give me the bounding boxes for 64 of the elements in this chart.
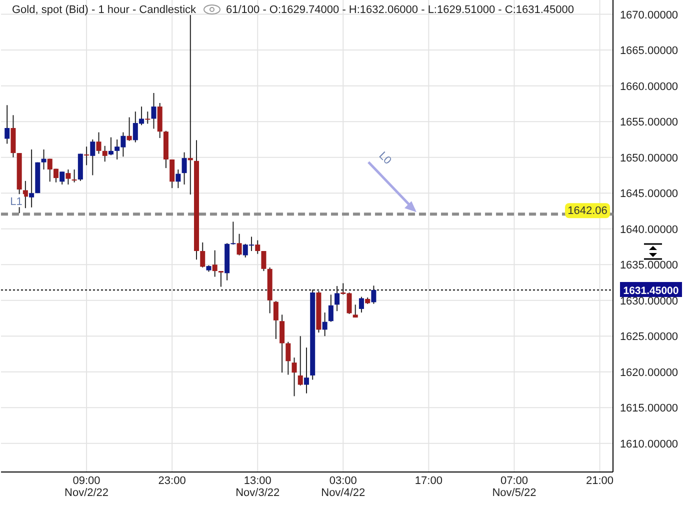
candlestick <box>358 296 364 314</box>
candlestick <box>145 111 150 124</box>
candlestick <box>90 138 96 176</box>
y-tick-label: 1640.00000 <box>620 224 678 236</box>
candlestick <box>170 158 175 189</box>
candlestick <box>96 132 102 154</box>
y-tick-label: 1650.00000 <box>620 152 678 164</box>
y-tick-label: 1635.00000 <box>620 260 678 272</box>
candlestick <box>182 152 187 186</box>
y-tick-label: 1620.00000 <box>620 366 678 379</box>
candlestick <box>261 250 266 272</box>
candlestick <box>322 312 328 337</box>
x-tick-label: 23:00 <box>158 475 186 487</box>
candlestick <box>304 347 309 394</box>
candlestick <box>188 14 193 196</box>
candlestick <box>255 240 260 254</box>
candlestick <box>230 221 236 246</box>
candlestick <box>286 341 291 376</box>
candlestick <box>151 92 156 130</box>
y-tick-label: 1615.00000 <box>620 402 678 415</box>
candlestick <box>328 294 334 322</box>
x-tick-label: 07:00 Nov/5/22 <box>492 475 536 499</box>
y-tick-label: 1670.00000 <box>620 9 678 22</box>
y-tick-label: 1655.00000 <box>620 116 678 129</box>
y-tick-label: 1625.00000 <box>620 331 678 344</box>
ref-line-label: 1642.06 <box>568 205 608 218</box>
candlestick <box>22 180 28 209</box>
candlestick <box>108 136 114 156</box>
annotation: L1 <box>10 196 22 208</box>
candlestick <box>371 285 376 304</box>
x-tick-label: 13:00 Nov/3/22 <box>236 475 280 499</box>
x-tick-label: 03:00 Nov/4/22 <box>321 475 366 499</box>
ref-line-label: 1631.45000 <box>623 284 679 297</box>
chart-title: Gold, spot (Bid) - 1 hour - Candlestick <box>12 4 197 16</box>
y-tick-label: 1665.00000 <box>620 45 678 58</box>
candlestick <box>292 357 297 397</box>
candlestick <box>29 148 34 208</box>
x-tick-label: 21:00 <box>586 475 614 487</box>
y-tick-label: 1610.00000 <box>620 438 678 450</box>
candlestick <box>84 146 90 166</box>
y-tick-label: 1660.00000 <box>620 80 678 93</box>
candlestick <box>41 148 46 170</box>
candlestick <box>60 171 65 186</box>
x-tick-label: 17:00 <box>414 475 442 487</box>
candlestick <box>66 168 71 186</box>
chart-subtitle: 61/100 - O:1629.74000 - H:1632.06000 - L:1629.51000 - C:1631.45000 <box>226 4 574 16</box>
candlestick <box>280 314 285 374</box>
candlestick <box>72 168 77 183</box>
x-tick-label: 09:00 Nov/2/22 <box>64 475 109 499</box>
candlestick <box>298 336 303 386</box>
candlestick <box>126 116 132 142</box>
candlestick <box>334 286 340 312</box>
candlestick <box>212 250 218 278</box>
candlestick <box>102 145 108 162</box>
y-tick-label: 1645.00000 <box>620 188 678 200</box>
candlestick <box>176 168 181 189</box>
candlestick <box>273 300 278 340</box>
y-tick-label: 1630.00000 <box>620 295 678 308</box>
candlestick <box>4 104 10 144</box>
annotation: L0 <box>376 150 394 167</box>
candlestick <box>218 270 224 288</box>
candlestick <box>200 242 206 268</box>
candlestick <box>352 304 358 318</box>
candlestick <box>236 233 242 256</box>
